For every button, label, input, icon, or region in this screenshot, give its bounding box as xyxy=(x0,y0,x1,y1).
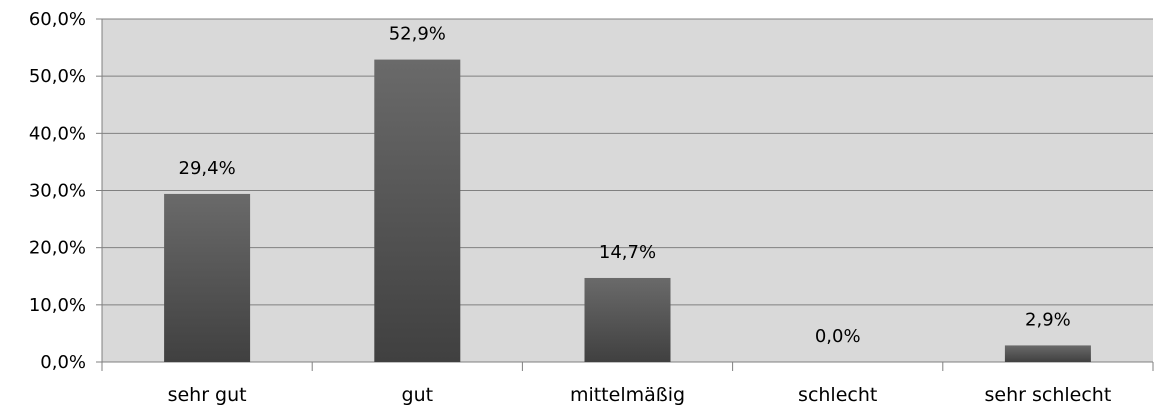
data-label: 14,7% xyxy=(599,242,656,263)
labels: 0,0% 10,0% 20,0% 30,0% 40,0% 50,0% 60,0% 29,4% s… xyxy=(29,9,1111,406)
x-category-label: mittelmäßig xyxy=(570,384,685,406)
bar-0 xyxy=(164,193,251,362)
y-tick-label: 60,0% xyxy=(29,9,86,30)
data-label: 29,4% xyxy=(179,158,236,179)
x-category-label: gut xyxy=(402,384,434,406)
y-tick-label: 0,0% xyxy=(40,352,86,373)
x-category-label: sehr gut xyxy=(168,384,247,406)
y-tick-label: 10,0% xyxy=(29,295,86,316)
y-tick-label: 40,0% xyxy=(29,123,86,144)
bar-2 xyxy=(584,277,671,362)
x-category-label: sehr schlecht xyxy=(985,384,1112,406)
y-tick-label: 20,0% xyxy=(29,238,86,259)
bar-1 xyxy=(374,59,461,363)
gridlines xyxy=(102,18,1153,306)
data-label: 0,0% xyxy=(815,326,861,347)
bar-4 xyxy=(1004,345,1091,362)
bars xyxy=(164,59,1091,363)
data-label: 52,9% xyxy=(389,24,446,45)
data-label: 2,9% xyxy=(1025,309,1071,330)
y-tick-label: 30,0% xyxy=(29,181,86,202)
x-category-label: schlecht xyxy=(798,384,877,406)
y-tick-label: 50,0% xyxy=(29,66,86,87)
